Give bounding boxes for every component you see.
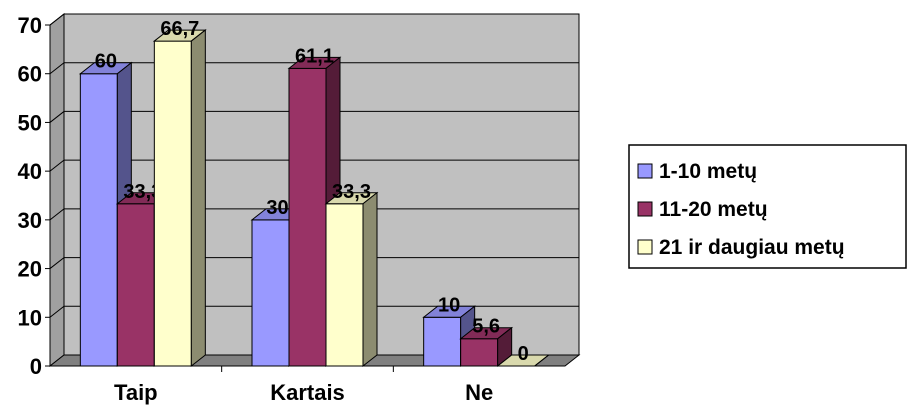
data-label-2-2: 0 xyxy=(518,343,529,365)
bar-2-1 xyxy=(459,326,514,368)
gridline-60 xyxy=(49,62,579,75)
gridline-70 xyxy=(49,13,579,26)
bar-1-2 xyxy=(324,191,379,368)
gridline-50 xyxy=(49,110,579,123)
gridline-40 xyxy=(49,159,579,172)
bar-front xyxy=(251,219,290,367)
y-tick-label-40: 40 xyxy=(18,159,42,184)
gridline-30 xyxy=(49,208,579,221)
bar-front xyxy=(288,67,327,367)
bar-front xyxy=(116,203,155,367)
y-tick-label-0: 0 xyxy=(30,354,42,379)
y-tick-label-50: 50 xyxy=(18,110,42,135)
data-label-0-1: 33,3 xyxy=(123,181,162,203)
legend-box xyxy=(628,144,907,269)
category-label-1: Kartais xyxy=(270,380,345,405)
bar-side xyxy=(362,191,378,368)
y-tick-label-60: 60 xyxy=(18,62,42,87)
bar-side xyxy=(534,354,549,367)
data-label-1-1: 61,1 xyxy=(295,45,334,67)
bar-front xyxy=(153,40,192,367)
y-tick-label-70: 70 xyxy=(18,13,42,38)
legend-swatch-2 xyxy=(637,239,653,255)
bar-0-2 xyxy=(152,29,207,368)
legend-label-2: 21 ir daugiau metų xyxy=(659,236,845,259)
bar-front xyxy=(423,316,462,367)
gridline-20 xyxy=(49,257,579,269)
y-tick-label-10: 10 xyxy=(18,305,42,330)
bar-2-2 xyxy=(496,354,551,367)
data-label-0-2: 66,7 xyxy=(160,18,199,40)
legend-label-1: 11-20 metų xyxy=(659,198,768,221)
category-label-0: Taip xyxy=(114,380,158,405)
y-tick-label-20: 20 xyxy=(18,257,42,282)
gridline-10 xyxy=(49,305,579,318)
legend-label-0: 1-10 metų xyxy=(659,160,757,183)
category-label-2: Ne xyxy=(465,380,493,405)
legend-swatch-0 xyxy=(637,163,653,179)
data-label-2-0: 10 xyxy=(438,294,460,316)
data-label-0-0: 60 xyxy=(95,51,117,73)
bar-front xyxy=(460,338,499,367)
bar-front xyxy=(79,73,118,367)
data-label-1-2: 33,3 xyxy=(332,181,371,203)
bar-side xyxy=(190,29,206,368)
plot-side-wall xyxy=(49,12,65,368)
data-label-1-0: 30 xyxy=(266,197,288,219)
bar-front xyxy=(325,203,364,367)
y-tick-label-30: 30 xyxy=(18,208,42,233)
legend-swatch-1 xyxy=(637,201,653,217)
data-label-2-1: 5,6 xyxy=(472,316,500,338)
